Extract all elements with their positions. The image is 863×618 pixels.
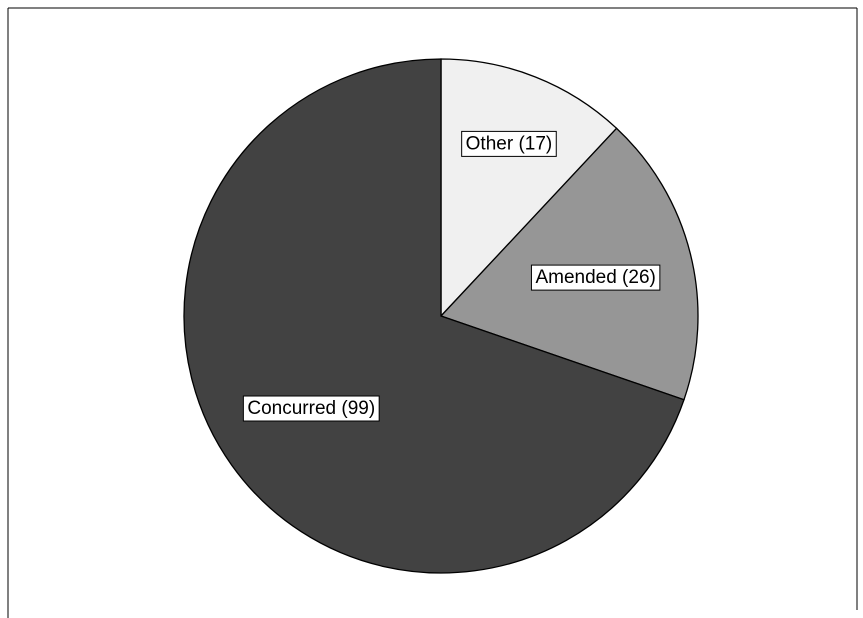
pie-slice-other: [440, 58, 618, 318]
slice-label-box: [242, 395, 380, 422]
pie-slice-amended: [439, 127, 699, 401]
pie-slice-concurred: [183, 58, 685, 574]
slice-label-text: Concurred (99): [247, 398, 375, 419]
slice-label-amended: Amended (26): [530, 264, 661, 291]
pie-slices: [183, 58, 699, 574]
pie-labels: Other (17) Amended (26) Concurred (99): [242, 130, 661, 422]
slice-label-box: [461, 130, 557, 157]
slice-label-concurred: Concurred (99): [242, 395, 380, 422]
slice-label-text: Other (17): [466, 133, 553, 154]
slice-label-other: Other (17): [461, 130, 557, 157]
slice-label-box: [530, 264, 661, 291]
slice-label-text: Amended (26): [535, 267, 655, 288]
